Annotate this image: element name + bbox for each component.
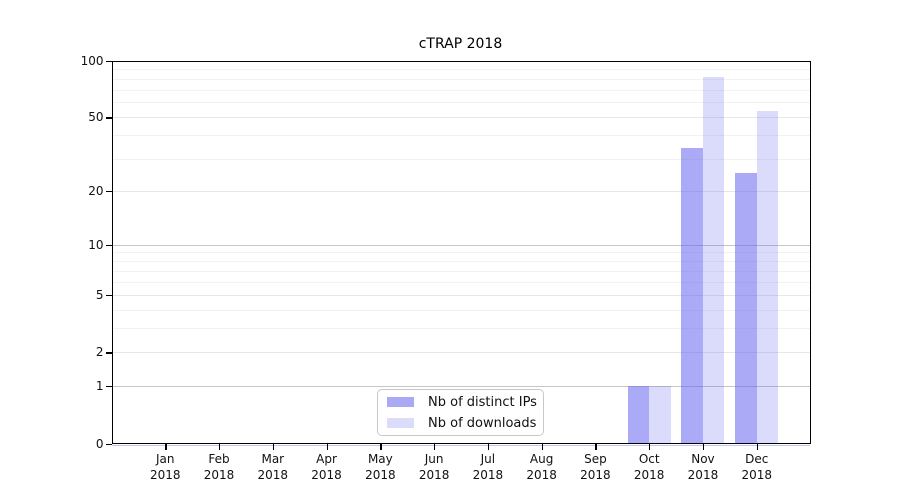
y-tick-label: 20 bbox=[88, 183, 104, 198]
minor-gridline bbox=[112, 261, 810, 263]
y-tick-label: 0 bbox=[95, 436, 104, 451]
x-tick-label: Feb 2018 bbox=[203, 452, 235, 482]
x-tick-label: Mar 2018 bbox=[257, 452, 289, 482]
major-gridline bbox=[112, 244, 810, 246]
y-tick-label: 100 bbox=[80, 53, 104, 68]
legend: Nb of distinct IPs Nb of downloads bbox=[377, 389, 544, 436]
x-tick-label: Jun 2018 bbox=[418, 452, 450, 482]
y-tick-mark bbox=[105, 244, 112, 246]
y-tick-label: 2 bbox=[95, 345, 104, 360]
minor-gridline bbox=[112, 309, 810, 311]
major-gridline bbox=[112, 117, 810, 119]
x-tick-mark bbox=[219, 443, 221, 450]
bar-oct-series-1 bbox=[649, 385, 671, 444]
bar-nov-series-1 bbox=[702, 76, 725, 444]
legend-label: Nb of downloads bbox=[428, 415, 537, 431]
minor-gridline bbox=[112, 270, 810, 272]
minor-gridline bbox=[112, 69, 810, 71]
x-tick-label: Jul 2018 bbox=[472, 452, 504, 482]
major-gridline bbox=[112, 385, 810, 387]
legend-swatch bbox=[387, 397, 414, 407]
major-gridline bbox=[112, 294, 810, 296]
y-tick-mark bbox=[105, 352, 112, 354]
y-tick-label: 10 bbox=[88, 237, 104, 252]
x-tick-mark bbox=[541, 443, 543, 450]
x-tick-mark bbox=[380, 443, 382, 450]
y-tick-label: 5 bbox=[95, 287, 104, 302]
y-tick-mark bbox=[105, 385, 112, 388]
x-tick-mark bbox=[487, 443, 490, 450]
x-tick-mark bbox=[702, 443, 705, 450]
x-tick-mark bbox=[272, 443, 275, 450]
minor-gridline bbox=[112, 252, 810, 254]
x-tick-label: Dec 2018 bbox=[741, 452, 772, 482]
x-tick-mark bbox=[434, 443, 436, 450]
legend-label: Nb of distinct IPs bbox=[428, 394, 537, 410]
bar-dec-series-1 bbox=[756, 110, 779, 444]
minor-gridline bbox=[112, 135, 810, 137]
x-tick-mark bbox=[326, 443, 328, 450]
minor-gridline bbox=[112, 78, 810, 80]
bar-nov-series-0 bbox=[681, 148, 703, 444]
x-tick-mark bbox=[165, 443, 167, 450]
minor-gridline bbox=[112, 282, 810, 283]
x-tick-mark bbox=[595, 443, 597, 450]
zero-baseline bbox=[112, 444, 810, 447]
x-tick-label: Jan 2018 bbox=[149, 452, 181, 482]
x-tick-label: Nov 2018 bbox=[687, 452, 719, 482]
minor-gridline bbox=[112, 328, 810, 330]
minor-gridline bbox=[112, 89, 810, 91]
major-gridline bbox=[112, 190, 810, 192]
x-tick-mark bbox=[649, 443, 651, 450]
major-gridline bbox=[112, 352, 810, 354]
y-tick-mark bbox=[105, 60, 112, 62]
bar-dec-series-0 bbox=[735, 173, 757, 444]
y-tick-mark bbox=[105, 190, 112, 193]
x-tick-label: Oct 2018 bbox=[633, 452, 665, 482]
x-tick-label: Apr 2018 bbox=[311, 452, 342, 482]
legend-item-downloads: Nb of downloads bbox=[387, 415, 543, 432]
y-tick-mark bbox=[105, 117, 112, 119]
legend-item-distinct-ips: Nb of distinct IPs bbox=[387, 394, 543, 411]
x-tick-label: Aug 2018 bbox=[526, 452, 557, 482]
y-tick-label: 1 bbox=[95, 378, 104, 393]
minor-gridline bbox=[112, 158, 810, 160]
y-tick-mark bbox=[105, 294, 112, 297]
y-tick-mark bbox=[105, 443, 112, 445]
chart-title: cTRAP 2018 bbox=[418, 36, 503, 52]
legend-swatch bbox=[387, 418, 414, 428]
bar-oct-series-0 bbox=[627, 385, 650, 444]
x-tick-label: May 2018 bbox=[365, 452, 396, 482]
y-tick-label: 50 bbox=[88, 110, 104, 125]
x-tick-label: Sep 2018 bbox=[580, 452, 611, 482]
x-tick-mark bbox=[756, 443, 759, 450]
minor-gridline bbox=[112, 102, 810, 104]
